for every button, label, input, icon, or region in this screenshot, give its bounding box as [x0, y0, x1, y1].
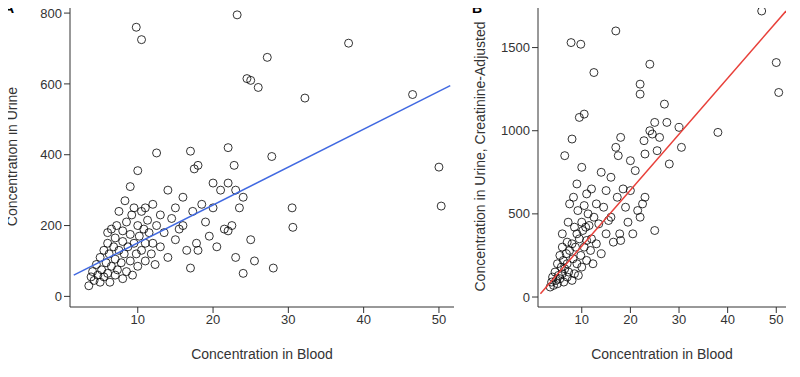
svg-text:40: 40	[356, 312, 370, 327]
svg-text:0: 0	[523, 290, 530, 305]
svg-text:50: 50	[432, 312, 446, 327]
svg-text:600: 600	[40, 77, 62, 92]
svg-text:200: 200	[40, 218, 62, 233]
svg-text:Concentration in Blood: Concentration in Blood	[191, 346, 333, 362]
svg-text:800: 800	[40, 8, 62, 21]
svg-text:20: 20	[623, 312, 637, 327]
svg-text:20: 20	[206, 312, 220, 327]
svg-text:50: 50	[769, 312, 783, 327]
svg-text:0: 0	[55, 289, 62, 304]
svg-text:400: 400	[40, 147, 62, 162]
svg-text:1500: 1500	[501, 40, 530, 55]
svg-text:500: 500	[508, 206, 530, 221]
svg-text:10: 10	[575, 312, 589, 327]
svg-text:40: 40	[720, 312, 734, 327]
svg-text:Concentration in Blood: Concentration in Blood	[591, 346, 733, 362]
svg-text:Concentration in Urine, Creati: Concentration in Urine, Creatinine-Adjus…	[472, 21, 488, 291]
html-text:A: A	[4, 0, 15, 16]
html-text:B: B	[472, 0, 483, 16]
svg-text:10: 10	[131, 312, 145, 327]
svg-text:Concentration in Urine: Concentration in Urine	[8, 87, 20, 227]
svg-text:1000: 1000	[501, 123, 530, 138]
svg-text:30: 30	[672, 312, 686, 327]
svg-text:30: 30	[281, 312, 295, 327]
